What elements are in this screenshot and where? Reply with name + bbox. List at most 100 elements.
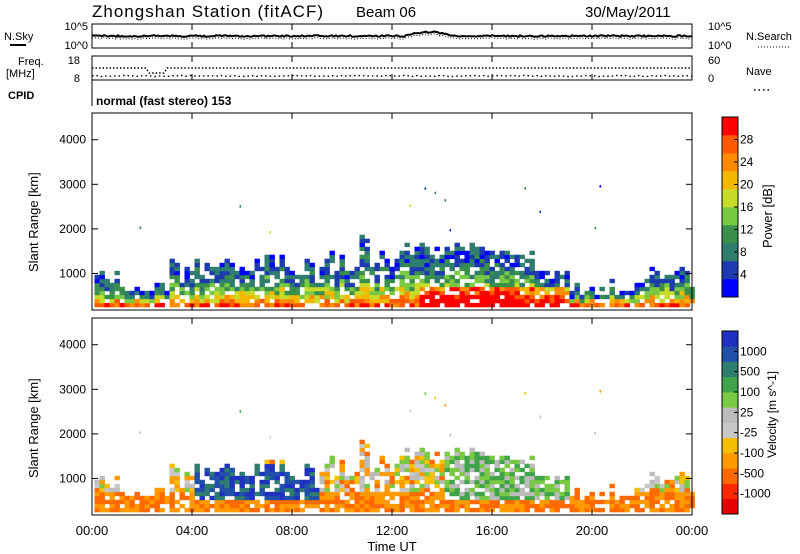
velocity-cell (304, 467, 310, 473)
power-cell (439, 254, 445, 260)
power-cell (219, 286, 225, 292)
nave-tick-top: 60 (708, 55, 720, 67)
power-cell (584, 298, 590, 304)
velocity-cell (304, 471, 310, 477)
velocity-cell (429, 507, 435, 513)
velocity-cell (514, 499, 520, 505)
velocity-cell (464, 487, 470, 493)
power-cell (324, 286, 330, 292)
power-cell (484, 282, 490, 288)
power-cell (649, 294, 655, 300)
power-cell (159, 290, 165, 296)
power-cell (454, 250, 460, 256)
y-tick-label: 3000 (59, 382, 86, 396)
power-cell (554, 294, 560, 300)
power-cell (324, 262, 330, 268)
power-cell (544, 298, 550, 304)
nsky-label: N.Sky (4, 31, 34, 43)
velocity-cell (449, 459, 455, 465)
power-cell (279, 294, 285, 300)
velocity-cell (509, 491, 515, 497)
power-cell (484, 278, 490, 284)
velocity-cell (284, 479, 290, 485)
power-cell (404, 286, 410, 292)
power-cell (419, 242, 425, 248)
power-cell (134, 286, 140, 292)
power-cell (354, 286, 360, 292)
power-cell (609, 294, 615, 300)
power-cell (504, 258, 510, 264)
power-cell (189, 298, 195, 304)
colorbar-tick-label: 4 (740, 268, 747, 282)
power-cell (284, 278, 290, 284)
power-cell (684, 294, 690, 300)
velocity-cell (239, 487, 245, 493)
velocity-cell (474, 451, 480, 457)
power-cell (454, 270, 460, 276)
power-cell (269, 294, 275, 300)
power-cell (104, 294, 110, 300)
colorbar-swatch (722, 483, 738, 500)
velocity-cell (644, 491, 650, 497)
velocity-cell (374, 479, 380, 485)
velocity-cell (394, 471, 400, 477)
velocity-cell (319, 495, 325, 501)
power-cell (129, 290, 135, 296)
date-label: 30/May/2011 (585, 4, 671, 21)
velocity-cell (534, 487, 540, 493)
velocity-cell (219, 503, 225, 509)
velocity-cell (364, 483, 370, 489)
power-cell (94, 274, 100, 280)
power-cell (434, 302, 440, 308)
power-cell (289, 278, 295, 284)
power-cell (359, 302, 365, 308)
power-cell (304, 258, 310, 264)
velocity-cell (599, 390, 602, 393)
power-cell (459, 266, 465, 272)
power-cell (224, 274, 230, 280)
power-cell (264, 298, 270, 304)
velocity-cell (364, 451, 370, 457)
velocity-cell (159, 495, 165, 501)
velocity-cell (509, 479, 515, 485)
velocity-cell (269, 467, 275, 473)
velocity-cell (419, 471, 425, 477)
power-cell (674, 298, 680, 304)
velocity-cell (429, 495, 435, 501)
velocity-cell (534, 507, 540, 513)
power-cell (429, 302, 435, 308)
power-cell (369, 286, 375, 292)
velocity-cell (504, 507, 510, 513)
power-cell (294, 290, 300, 296)
velocity-cell (224, 475, 230, 481)
velocity-cell (129, 499, 135, 505)
power-cell (319, 302, 325, 308)
velocity-cell (439, 479, 445, 485)
power-cell (374, 302, 380, 308)
power-cell (359, 262, 365, 268)
power-cell (514, 254, 520, 260)
velocity-cell (129, 507, 135, 513)
power-cell (254, 258, 260, 264)
velocity-cell (349, 495, 355, 501)
velocity-cell (234, 503, 240, 509)
power-cell (264, 286, 270, 292)
power-cell (334, 286, 340, 292)
power-cell (244, 298, 250, 304)
velocity-cell (344, 503, 350, 509)
velocity-cell (289, 479, 295, 485)
power-cell (449, 274, 455, 280)
velocity-cell (399, 475, 405, 481)
x-tick-label: 16:00 (476, 523, 509, 538)
velocity-cell (599, 491, 605, 497)
power-cell (284, 298, 290, 304)
velocity-cell (354, 479, 360, 485)
power-cell (204, 302, 210, 308)
power-cell (659, 290, 665, 296)
velocity-cell (384, 503, 390, 509)
velocity-cell (564, 483, 570, 489)
velocity-cell (379, 503, 385, 509)
velocity-cell (259, 483, 265, 489)
power-cell (464, 294, 470, 300)
power-cell (454, 302, 460, 308)
